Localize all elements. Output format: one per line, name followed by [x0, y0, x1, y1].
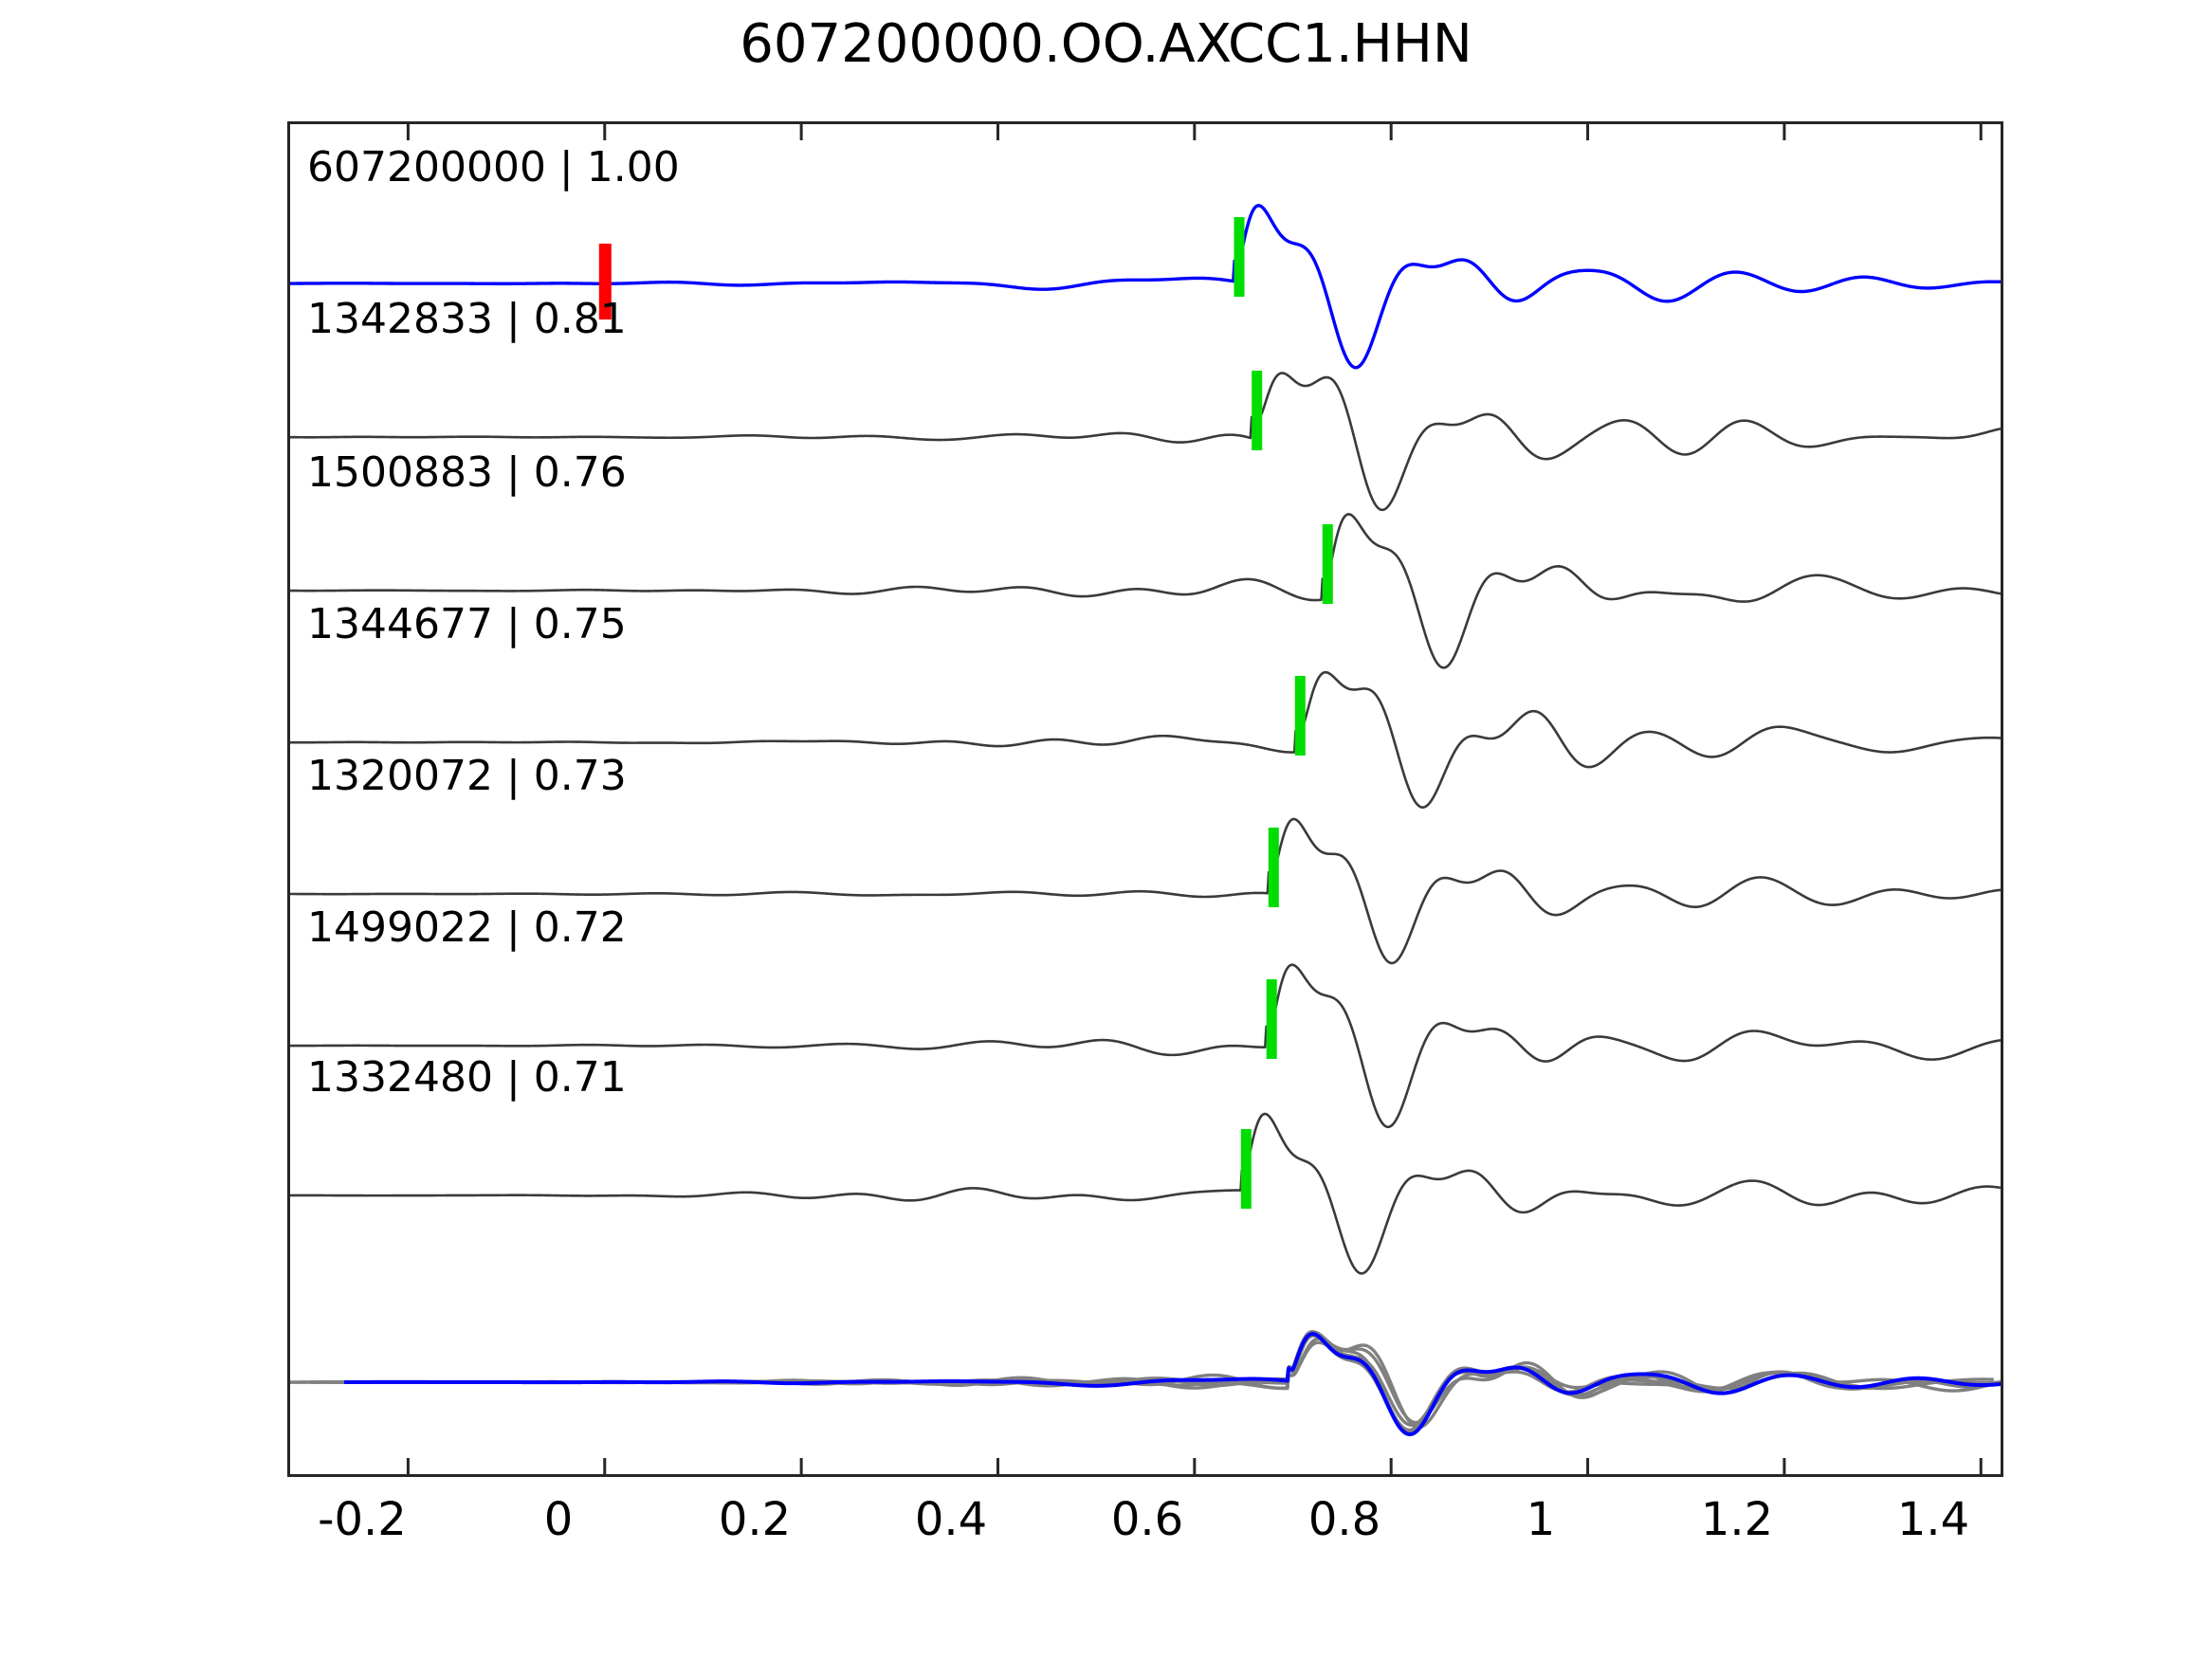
x-tick-label-2: 0.2 [718, 1493, 792, 1546]
detection-pick-marker-607200000[interactable] [1234, 217, 1245, 297]
trace-label-1320072: 1320072 | 0.73 [307, 752, 627, 800]
trace-1342833 [290, 371, 2001, 512]
page-title: 607200000.OO.AXCC1.HHN [740, 13, 1472, 75]
waveform-line-607200000 [290, 204, 2001, 370]
trace-1499022 [290, 963, 2001, 1129]
trace-1320072 [290, 817, 2001, 965]
x-tick-label-7: 1.2 [1700, 1493, 1774, 1546]
x-tick-label-6: 1 [1526, 1493, 1556, 1546]
trace-label-1500883: 1500883 | 0.76 [307, 448, 627, 497]
x-tick-label-3: 0.4 [914, 1493, 988, 1546]
aligned-stack-overlay [290, 1329, 2001, 1437]
waveform-line-1342833 [290, 372, 2001, 512]
detection-pick-marker-1500883[interactable] [1322, 524, 1333, 604]
waveform-plot-area: 607200000 | 1.00 1342833 | 0.81 1500883 … [287, 121, 2003, 1477]
trace-label-1499022: 1499022 | 0.72 [307, 903, 627, 952]
waveform-line-1320072 [290, 817, 2001, 965]
trace-1500883 [290, 513, 2001, 669]
x-tick-label-5: 0.8 [1307, 1493, 1381, 1546]
waveform-line-1344677 [290, 670, 2001, 809]
origin-pick-marker[interactable] [598, 244, 612, 319]
x-axis-ticks [406, 124, 1983, 1474]
trace-label-607200000: 607200000 | 1.00 [307, 143, 680, 191]
trace-1332480 [290, 1112, 2001, 1275]
waveform-line-1500883 [290, 513, 2001, 669]
waveform-line-1332480 [290, 1112, 2001, 1275]
trace-607200000 [290, 204, 2001, 370]
x-tick-label-4: 0.6 [1110, 1493, 1184, 1546]
x-tick-label-1: 0 [543, 1493, 574, 1546]
waveform-line-1499022 [290, 963, 2001, 1129]
x-tick-label-8: 1.4 [1896, 1493, 1970, 1546]
detection-pick-marker-1499022[interactable] [1266, 979, 1277, 1059]
trace-label-1342833: 1342833 | 0.81 [307, 295, 627, 343]
trace-label-1344677: 1344677 | 0.75 [307, 600, 627, 648]
overlay-line-607200000 [343, 1332, 2001, 1437]
waveform-canvas [290, 124, 2001, 1474]
x-tick-label-0: -0.2 [318, 1493, 407, 1546]
detection-pick-marker-1332480[interactable] [1240, 1129, 1252, 1209]
trace-label-1332480: 1332480 | 0.71 [307, 1053, 627, 1102]
detection-pick-marker-1344677[interactable] [1294, 676, 1306, 756]
detection-pick-marker-1320072[interactable] [1268, 828, 1279, 907]
detection-pick-marker-1342833[interactable] [1252, 371, 1263, 450]
trace-1344677 [290, 670, 2001, 809]
